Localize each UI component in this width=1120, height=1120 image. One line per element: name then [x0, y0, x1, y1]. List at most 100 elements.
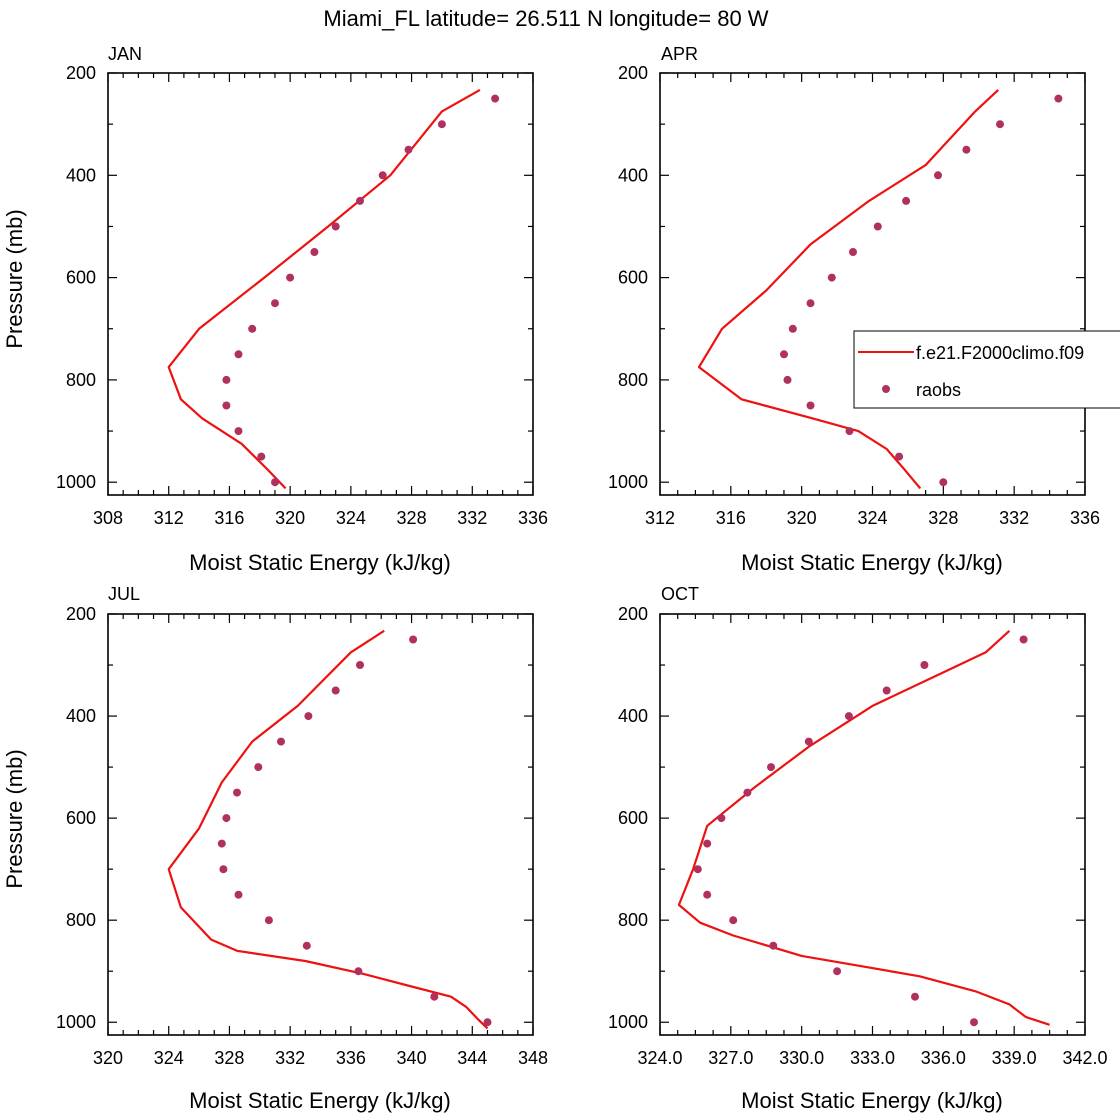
data-point-raobs — [962, 145, 971, 154]
legend-label-obs: raobs — [916, 380, 961, 400]
data-point-raobs — [911, 992, 919, 1001]
data-point-raobs — [882, 686, 891, 695]
legend-box — [853, 330, 1120, 409]
x-tick-label: 324 — [154, 1048, 184, 1068]
x-tick-label: 330.0 — [779, 1048, 824, 1068]
panel-title: APR — [661, 44, 698, 64]
data-point-raobs — [219, 865, 228, 874]
data-point-raobs — [222, 814, 231, 823]
data-point-raobs — [717, 814, 726, 823]
data-point-raobs — [217, 839, 226, 848]
data-point-raobs — [783, 375, 792, 384]
x-tick-label: 324 — [857, 508, 887, 528]
data-point-raobs — [895, 452, 904, 461]
y-tick-label: 400 — [66, 165, 96, 185]
plot-frame — [659, 613, 1086, 1036]
x-tick-label: 327.0 — [708, 1048, 753, 1068]
data-point-raobs — [767, 763, 775, 772]
x-tick-label: 320 — [275, 508, 305, 528]
x-tick-label: 340 — [397, 1048, 427, 1068]
data-point-raobs — [806, 401, 815, 410]
y-tick-label: 400 — [618, 706, 648, 726]
data-point-raobs — [254, 763, 263, 772]
x-axis-label: Moist Static Energy (kJ/kg) — [741, 1088, 1003, 1113]
data-point-raobs — [356, 196, 364, 205]
data-point-raobs — [302, 941, 311, 950]
y-tick-label: 200 — [618, 63, 648, 83]
y-tick-label: 600 — [618, 268, 648, 288]
data-point-raobs — [277, 737, 285, 746]
x-tick-label: 308 — [93, 508, 123, 528]
data-point-raobs — [693, 865, 702, 874]
y-tick-label: 200 — [66, 63, 96, 83]
x-tick-label: 339.0 — [992, 1048, 1037, 1068]
y-tick-label: 400 — [618, 165, 648, 185]
data-point-raobs — [271, 478, 279, 487]
data-point-raobs — [234, 890, 243, 899]
data-point-raobs — [286, 273, 295, 282]
x-axis-label: Moist Static Energy (kJ/kg) — [189, 1088, 451, 1113]
x-tick-label: 332 — [999, 508, 1029, 528]
figure-title: Miami_FL latitude= 26.511 N longitude= 8… — [323, 6, 768, 31]
data-point-raobs — [788, 324, 797, 333]
x-tick-label: 312 — [645, 508, 675, 528]
data-point-raobs — [222, 401, 231, 410]
data-point-raobs — [304, 712, 313, 721]
data-point-raobs — [845, 427, 854, 436]
panel-title: OCT — [661, 584, 699, 604]
data-point-raobs — [491, 94, 500, 103]
y-axis-label: Pressure (mb) — [2, 209, 27, 348]
panel-apr: APR Moist Static Energy (kJ/kg) 312 316 32… — [608, 44, 1100, 575]
data-point-raobs — [378, 171, 387, 180]
x-tick-label: 348 — [518, 1048, 548, 1068]
data-point-raobs — [1054, 94, 1063, 103]
x-tick-label: 333.0 — [850, 1048, 895, 1068]
data-point-raobs — [356, 661, 364, 669]
data-point-raobs — [873, 222, 882, 231]
y-tick-label: 600 — [66, 268, 96, 288]
series-line-model — [697, 89, 999, 490]
data-point-raobs — [703, 890, 712, 899]
x-tick-label: 328 — [214, 1048, 244, 1068]
y-tick-label: 600 — [618, 808, 648, 828]
plot-frame — [107, 613, 534, 1036]
data-point-raobs — [902, 196, 911, 205]
data-point-raobs — [483, 1018, 492, 1027]
data-point-raobs — [844, 712, 853, 721]
data-point-raobs — [222, 375, 231, 384]
x-axis-label: Moist Static Energy (kJ/kg) — [741, 550, 1003, 575]
panel-jul: JUL Moist Static Energy (kJ/kg) Pressure… — [2, 584, 548, 1113]
x-tick-label: 344 — [457, 1048, 487, 1068]
y-tick-label: 1000 — [56, 472, 96, 492]
data-point-raobs — [404, 145, 413, 154]
data-point-raobs — [271, 299, 279, 308]
y-tick-label: 1000 — [56, 1012, 96, 1032]
x-tick-label: 316 — [716, 508, 746, 528]
y-tick-label: 800 — [66, 910, 96, 930]
x-tick-label: 342.0 — [1062, 1048, 1107, 1068]
panel-title: JUL — [108, 584, 140, 604]
data-point-raobs — [234, 350, 243, 359]
data-point-raobs — [354, 967, 363, 976]
data-point-raobs — [310, 248, 319, 256]
x-tick-label: 336.0 — [921, 1048, 966, 1068]
data-point-raobs — [849, 248, 857, 256]
data-point-raobs — [743, 788, 752, 797]
data-point-raobs — [264, 916, 273, 925]
data-point-raobs — [729, 916, 738, 925]
data-point-raobs — [248, 324, 257, 333]
series-line-model — [167, 88, 481, 490]
x-tick-label: 324.0 — [637, 1048, 682, 1068]
data-point-raobs — [806, 299, 815, 308]
series-line-model — [677, 629, 1050, 1026]
data-point-raobs — [233, 788, 241, 797]
data-point-raobs — [430, 992, 439, 1001]
data-point-raobs — [234, 427, 243, 436]
data-point-raobs — [703, 839, 712, 848]
y-tick-label: 200 — [618, 604, 648, 624]
x-tick-label: 328 — [397, 508, 427, 528]
data-point-raobs — [996, 120, 1004, 129]
data-point-raobs — [970, 1018, 978, 1027]
data-point-raobs — [1019, 635, 1028, 644]
